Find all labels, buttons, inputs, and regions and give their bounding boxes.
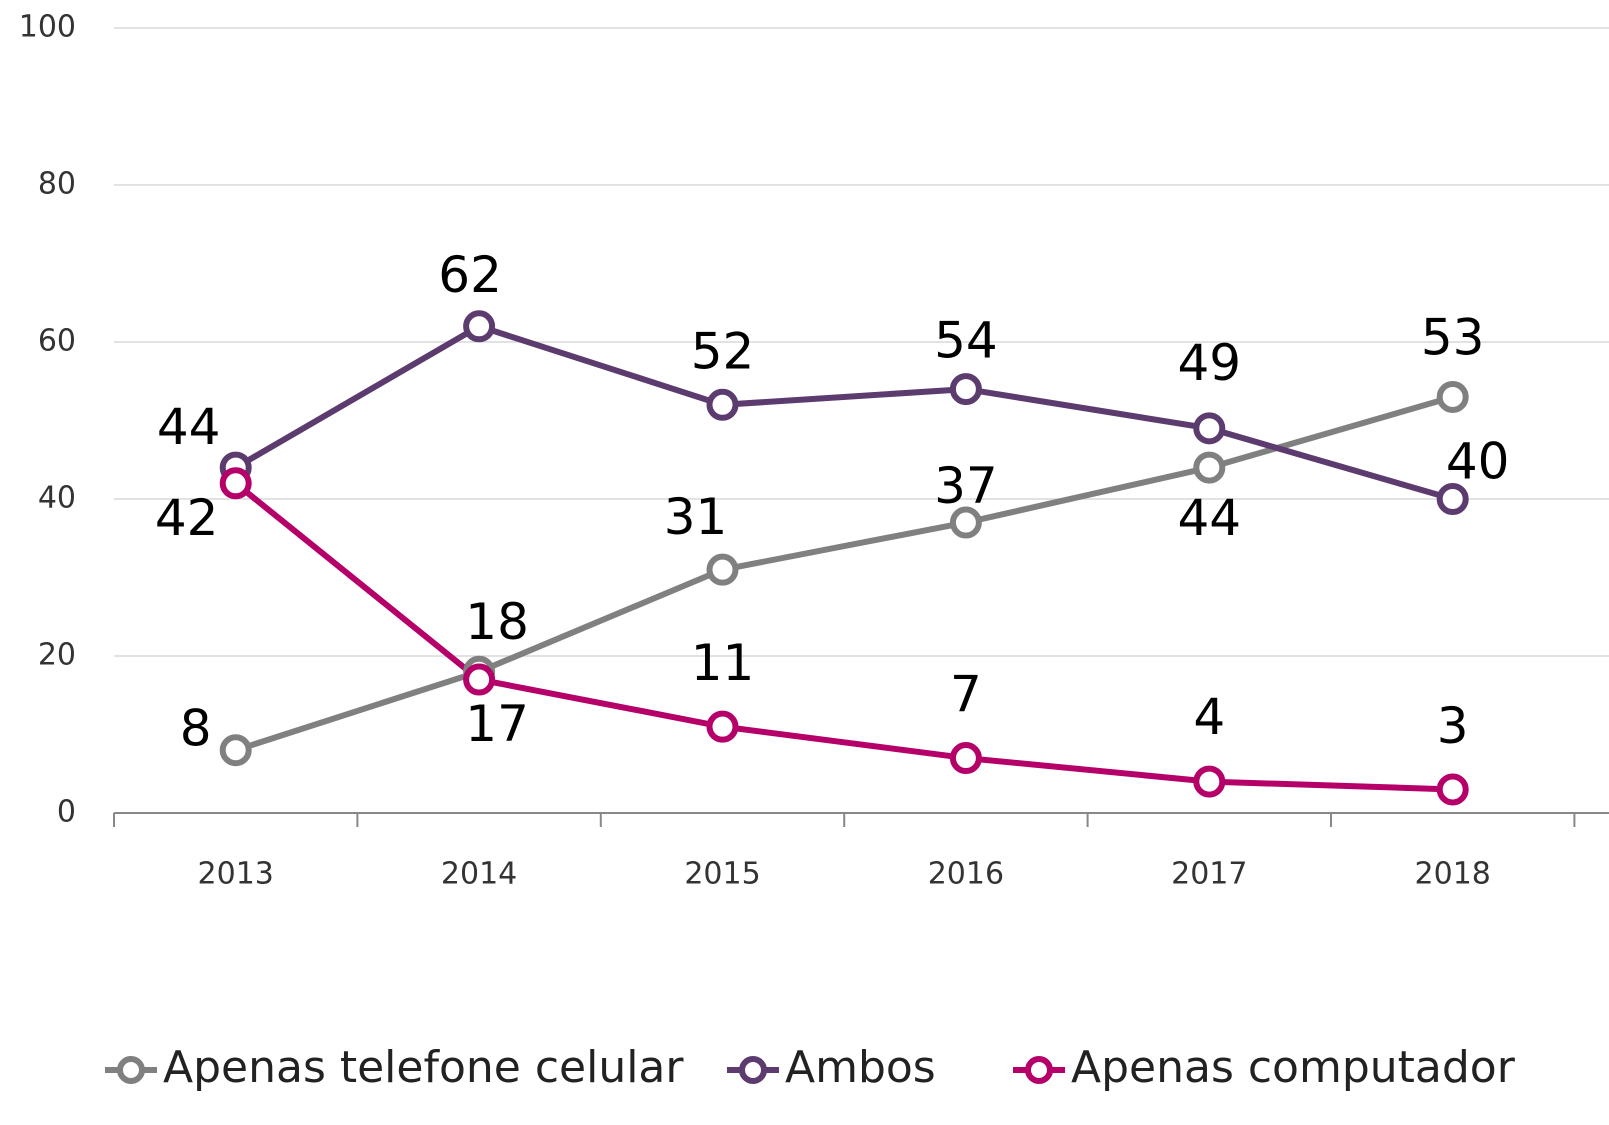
- point: [706, 553, 739, 586]
- data-label: 11: [691, 634, 755, 692]
- data-label: 49: [1177, 334, 1241, 392]
- point: [1193, 412, 1226, 445]
- data-label: 17: [465, 695, 529, 753]
- series-line: [233, 480, 1453, 793]
- series-line: [234, 323, 1454, 502]
- point: [1436, 773, 1469, 806]
- data-label: 44: [157, 398, 221, 456]
- x-tick-label: 2014: [441, 857, 517, 892]
- data-label: 54: [934, 312, 998, 370]
- point: [1193, 451, 1226, 484]
- point: [463, 310, 496, 343]
- point: [949, 373, 982, 406]
- data-label: 31: [664, 488, 728, 546]
- point: [706, 710, 739, 743]
- legend-marker: [1025, 1056, 1053, 1084]
- point: [706, 388, 739, 421]
- data-label: 37: [934, 457, 998, 515]
- y-tick-label: 100: [19, 10, 76, 45]
- series-line: [234, 394, 1454, 754]
- data-label: 52: [691, 322, 755, 380]
- point: [949, 506, 982, 539]
- x-tick-label: 2016: [928, 857, 1004, 892]
- y-tick-label: 60: [38, 324, 76, 359]
- data-label: 40: [1446, 433, 1510, 491]
- y-tick-label: 40: [38, 481, 76, 516]
- x-tick-label: 2015: [684, 857, 760, 892]
- data-label: 4: [1193, 688, 1225, 746]
- data-label: 62: [438, 246, 502, 304]
- point: [219, 734, 252, 767]
- point: [949, 742, 982, 775]
- legend-label: Ambos: [785, 1042, 936, 1093]
- data-label: 53: [1421, 308, 1485, 366]
- x-tick-label: 2013: [198, 857, 274, 892]
- point: [219, 467, 252, 500]
- legend-label: Apenas computador: [1071, 1042, 1516, 1093]
- y-tick-label: 20: [38, 638, 76, 673]
- point: [1436, 483, 1469, 515]
- x-tick-label: 2017: [1171, 857, 1247, 892]
- legend-label: Apenas telefone celular: [163, 1042, 684, 1093]
- data-label: 8: [180, 700, 212, 758]
- point: [463, 663, 496, 696]
- x-tick-label: 2018: [1415, 857, 1491, 892]
- point: [1436, 380, 1469, 413]
- y-tick-label: 0: [57, 795, 76, 830]
- legend-marker: [739, 1056, 767, 1084]
- data-label: 3: [1437, 697, 1469, 755]
- point: [1193, 765, 1226, 798]
- data-label: 18: [465, 593, 529, 651]
- y-tick-label: 80: [38, 167, 76, 202]
- legend-marker: [117, 1056, 145, 1084]
- data-label: 44: [1177, 489, 1241, 547]
- data-label: 7: [950, 666, 982, 724]
- data-label: 42: [155, 489, 219, 547]
